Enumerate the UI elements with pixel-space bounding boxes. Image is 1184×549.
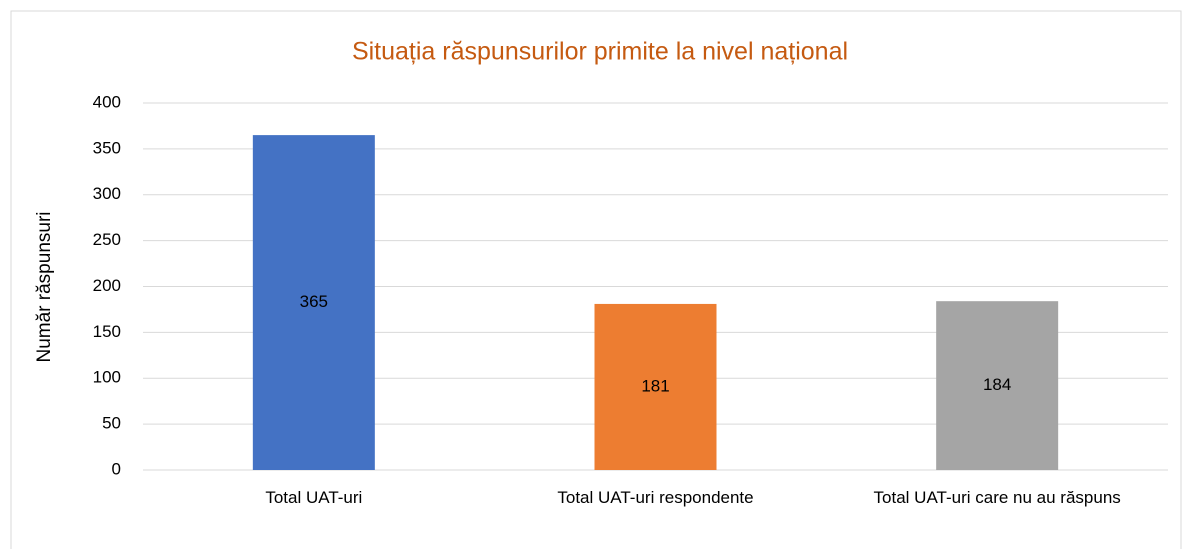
- y-tick-label: 150: [93, 322, 121, 341]
- y-tick-label: 50: [102, 414, 121, 433]
- y-tick-label: 350: [93, 138, 121, 157]
- bar: [594, 303, 717, 470]
- bar: [936, 301, 1059, 470]
- data-label: 181: [641, 376, 669, 395]
- y-tick-label: 250: [93, 230, 121, 249]
- data-label: 365: [300, 292, 328, 311]
- y-tick-label: 100: [93, 368, 121, 387]
- x-tick-label: Total UAT-uri: [265, 488, 363, 507]
- chart-title: Situația răspunsurilor primite la nivel …: [352, 38, 848, 66]
- x-tick-label: Total UAT-uri respondente: [557, 488, 754, 507]
- y-axis-label: Număr răspunsuri: [34, 212, 55, 363]
- data-label: 184: [983, 375, 1011, 394]
- y-tick-label: 300: [93, 184, 121, 203]
- bar: [252, 135, 375, 471]
- y-tick-label: 0: [112, 459, 121, 478]
- x-tick-label: Total UAT-uri care nu au răspuns: [873, 488, 1121, 507]
- y-tick-label: 400: [93, 92, 121, 111]
- y-tick-label: 200: [93, 276, 121, 295]
